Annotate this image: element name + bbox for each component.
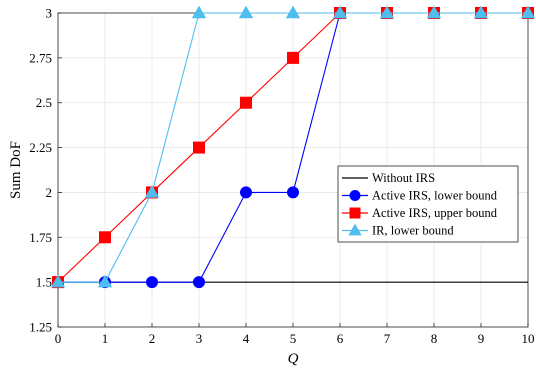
data-point-triangle bbox=[348, 223, 362, 236]
legend-item: Without IRS bbox=[342, 171, 435, 185]
legend: Without IRS Active IRS, lower bound Active… bbox=[337, 165, 519, 243]
x-axis-label: Q bbox=[288, 351, 299, 367]
x-tick-label: 4 bbox=[243, 331, 250, 346]
x-tick-label: 1 bbox=[102, 331, 109, 346]
data-point-square bbox=[99, 231, 111, 244]
data-point-circle bbox=[287, 186, 299, 199]
y-tick-label: 2.25 bbox=[29, 140, 52, 155]
legend-item: Active IRS, lower bound bbox=[342, 189, 498, 203]
data-point-triangle bbox=[285, 5, 301, 19]
x-tick-label: 3 bbox=[196, 331, 203, 346]
legend-label: IR, lower bound bbox=[372, 224, 454, 238]
data-point-square bbox=[287, 51, 299, 64]
y-axis-label: Sum DoF bbox=[8, 141, 24, 199]
y-axis-ticks: 1.25 1.5 1.75 2 2.25 2.5 2.75 3 bbox=[29, 6, 62, 335]
x-tick-label: 10 bbox=[522, 331, 535, 346]
x-tick-label: 5 bbox=[290, 331, 297, 346]
legend-box bbox=[337, 165, 519, 243]
data-point-triangle bbox=[379, 5, 395, 19]
data-point-circle bbox=[146, 276, 158, 289]
data-point-triangle bbox=[332, 5, 348, 19]
legend-item: Active IRS, upper bound bbox=[342, 206, 498, 220]
data-point-square bbox=[240, 96, 252, 109]
data-point-triangle bbox=[191, 5, 207, 19]
x-tick-label: 0 bbox=[55, 331, 62, 346]
data-point-triangle bbox=[520, 5, 536, 19]
data-point-triangle bbox=[238, 5, 254, 19]
x-tick-label: 7 bbox=[384, 331, 391, 346]
x-tick-label: 9 bbox=[478, 331, 485, 346]
y-tick-label: 1.25 bbox=[29, 320, 52, 335]
data-point-triangle bbox=[473, 5, 489, 19]
data-point-square bbox=[349, 207, 361, 219]
legend-label: Active IRS, lower bound bbox=[372, 189, 498, 203]
data-point-triangle bbox=[426, 5, 442, 19]
y-tick-label: 1.5 bbox=[36, 275, 52, 290]
data-point-square bbox=[193, 141, 205, 154]
data-point-triangle bbox=[144, 185, 160, 198]
data-point-circle bbox=[240, 186, 252, 199]
legend-label: Without IRS bbox=[372, 171, 435, 185]
x-tick-label: 8 bbox=[431, 331, 438, 346]
data-point-triangle bbox=[97, 274, 113, 288]
y-tick-label: 2.5 bbox=[36, 95, 52, 110]
x-axis-ticks: 0 1 2 3 4 5 6 7 8 9 10 bbox=[55, 323, 535, 346]
x-tick-label: 6 bbox=[337, 331, 344, 346]
x-tick-label: 2 bbox=[149, 331, 156, 346]
y-tick-label: 3 bbox=[46, 6, 53, 21]
series-layer bbox=[50, 5, 536, 289]
series-ir-lower-bound bbox=[50, 5, 536, 288]
data-point-triangle bbox=[50, 274, 66, 288]
data-point-circle bbox=[193, 276, 205, 289]
data-point-circle bbox=[349, 190, 361, 201]
y-tick-label: 1.75 bbox=[29, 230, 52, 245]
y-tick-label: 2 bbox=[46, 185, 53, 200]
legend-label: Active IRS, upper bound bbox=[372, 206, 498, 220]
y-tick-label: 2.75 bbox=[29, 50, 52, 65]
legend-item: IR, lower bound bbox=[342, 224, 454, 238]
